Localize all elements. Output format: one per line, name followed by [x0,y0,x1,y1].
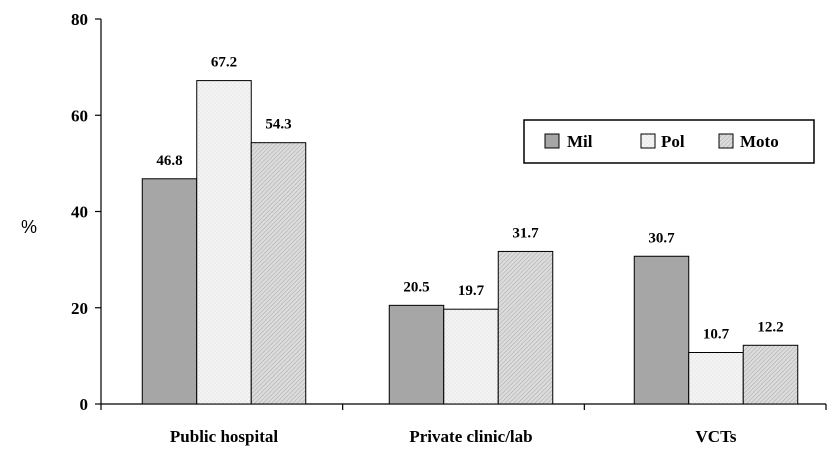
data-label: 54.3 [265,117,291,133]
bar-pol-1 [196,80,252,405]
y-tick-label: 20 [71,299,88,318]
legend-swatch-moto [718,133,734,149]
bar-moto-3 [742,344,799,405]
bar-pol-3 [688,352,744,405]
bar-pol-2 [443,308,499,405]
legend-box [523,119,815,164]
data-label: 67.2 [211,55,237,71]
bar-mil-2 [388,304,445,405]
bar-mil-1 [141,178,198,405]
y-tick-label: 0 [80,395,89,414]
y-axis-label: % [21,217,37,237]
x-category-label: Public hospital [170,427,278,446]
bar-moto-2 [497,250,554,405]
data-labels-group: 46.8 67.2 54.3 20.5 19.7 31.7 30.7 10.7 12.2 [156,55,783,343]
x-category-label: Private clinic/lab [409,427,532,446]
x-category-label: VCTs [696,427,737,446]
bars-group [141,80,799,405]
axes: 0 20 40 60 80 Public hospital Private clinic/l… [71,10,827,446]
legend: Mil Pol Moto [523,119,815,164]
y-tick-label: 60 [71,106,88,125]
data-label: 19.7 [458,283,485,299]
legend-label-pol: Pol [661,132,685,151]
data-label: 12.2 [757,319,783,335]
data-label: 46.8 [156,153,182,169]
data-label: 10.7 [703,327,730,343]
legend-swatch-pol [640,133,656,149]
y-tick-label: 80 [71,10,88,29]
y-tick-label: 40 [71,203,88,222]
data-label: 31.7 [512,225,539,241]
legend-label-mil: Mil [567,132,593,151]
data-label: 30.7 [648,230,675,246]
legend-swatch-mil [544,133,560,149]
data-label: 20.5 [403,279,429,295]
legend-label-moto: Moto [740,132,779,151]
bar-mil-3 [633,255,690,405]
bar-moto-1 [250,142,307,405]
